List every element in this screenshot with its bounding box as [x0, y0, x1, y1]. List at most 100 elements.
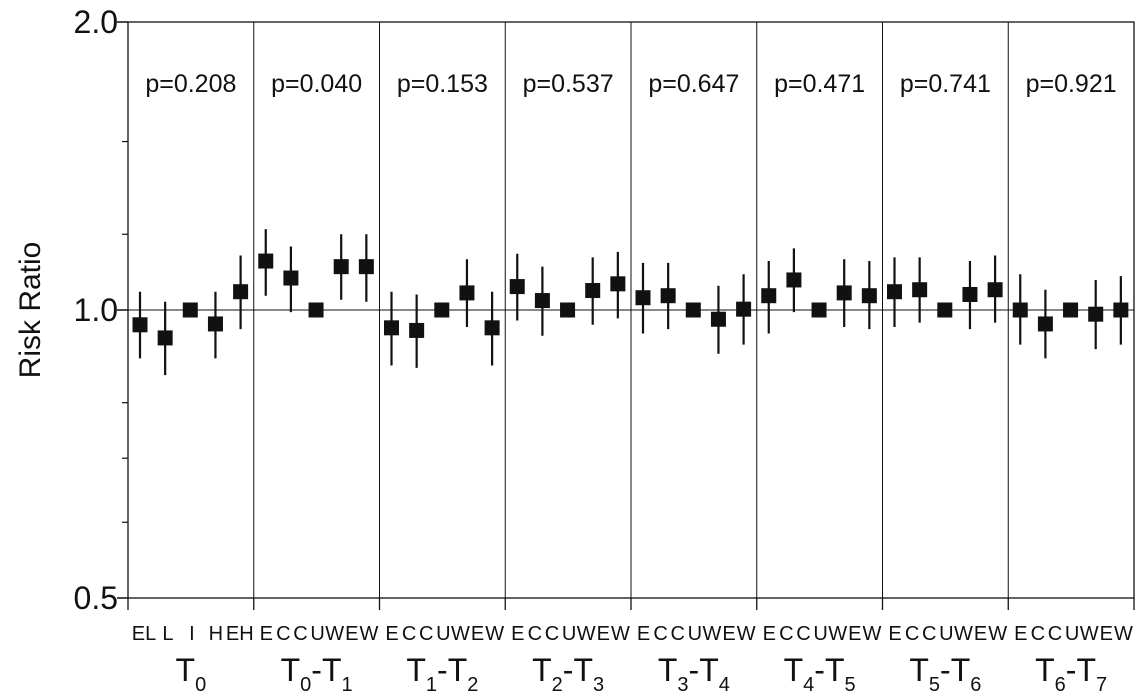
x-category-label: W [611, 623, 630, 645]
panel-label-subscript: 5 [929, 674, 940, 696]
x-category-label: E [848, 623, 861, 645]
x-category-label: C [796, 623, 810, 645]
x-category-label: W [703, 623, 722, 645]
panel-label: T0 [176, 652, 207, 696]
panel-label-dash: -T [563, 652, 593, 688]
p-value-label: p=0.921 [1026, 70, 1117, 98]
x-category-label: C [653, 623, 667, 645]
x-category-label: C [671, 623, 685, 645]
panel-label-subscript: 0 [195, 674, 206, 696]
x-category-label: E [888, 623, 901, 645]
x-category-label: E [763, 623, 776, 645]
data-point [484, 320, 500, 336]
x-category-label: C [419, 623, 433, 645]
x-category-label: C [402, 623, 416, 645]
panel-label-letter: T [658, 652, 678, 688]
x-category-label: E [345, 623, 358, 645]
y-axis-label: Risk Ratio [14, 242, 47, 379]
data-point [1063, 302, 1079, 318]
x-category-label: E [597, 623, 610, 645]
p-value-label: p=0.153 [397, 70, 488, 98]
point-markers [132, 253, 1129, 346]
panel-label-dash: -T [437, 652, 467, 688]
data-point [962, 287, 978, 303]
x-category-label: E [260, 623, 273, 645]
panel-label-subscript: 1 [426, 674, 437, 696]
x-category-label: W [485, 623, 504, 645]
x-category-label: U [1065, 623, 1079, 645]
panel-label-letter: T [1035, 652, 1055, 688]
data-point [534, 293, 550, 309]
y-tick-label: 0.5 [74, 580, 118, 616]
panel-label-subscript: 1 [342, 674, 353, 696]
x-category-label: E [1100, 623, 1113, 645]
x-category-label: C [779, 623, 793, 645]
p-value-labels: p=0.208 p=0.040 p=0.153 p=0.537 p=0.647 p=0.4… [145, 70, 1116, 98]
panel-label-subscript: 6 [970, 674, 981, 696]
x-category-label: U [813, 623, 827, 645]
data-point [560, 302, 576, 318]
x-category-label: W [1080, 623, 1099, 645]
data-point [258, 253, 274, 269]
data-point [333, 259, 349, 275]
panel-label-dash: -T [1066, 652, 1096, 688]
y-tick-label: 2.0 [74, 4, 118, 40]
x-category-label: C [1031, 623, 1045, 645]
panel-label: T1-T2 [406, 652, 478, 696]
x-category-label: E [637, 623, 650, 645]
y-axis-ticks: 2.0 1.0 0.5 [74, 4, 128, 616]
x-category-label: C [293, 623, 307, 645]
panel-label: T3-T4 [658, 652, 730, 696]
x-category-label: W [451, 623, 470, 645]
x-category-label: W [360, 623, 379, 645]
data-point [132, 317, 148, 333]
panel-label-letter: T [532, 652, 552, 688]
panel-label-subscript: 4 [803, 674, 814, 696]
x-category-label: E [471, 623, 484, 645]
x-category-label: C [905, 623, 919, 645]
x-category-label: E [511, 623, 524, 645]
data-point [635, 290, 651, 306]
x-category-label: C [545, 623, 559, 645]
x-axis-ticks [127, 598, 1135, 610]
data-point [409, 322, 425, 338]
panel-label-dash: -T [689, 652, 719, 688]
data-point [459, 285, 475, 301]
x-category-label: I [189, 623, 195, 645]
panel-label-subscript: 2 [467, 674, 478, 696]
x-category-label: C [528, 623, 542, 645]
data-point [585, 283, 601, 299]
data-point [384, 320, 399, 336]
x-category-labels: EL L I H EH E C C U W E W E C C U W E W E C C U W E W E C C U W E W E C C U W… [132, 623, 1133, 645]
error-bars [138, 229, 1122, 376]
x-category-label: U [436, 623, 450, 645]
panel-labels: T0 T0-T1 T1-T2 T2-T3 T3-T4 T4-T5 T5-T6 T6-T7 [176, 652, 1108, 696]
panel-label-subscript: 0 [300, 674, 311, 696]
x-category-label: E [974, 623, 987, 645]
panel-label-letter: T [176, 652, 196, 688]
data-point [912, 282, 928, 298]
p-value-label: p=0.741 [900, 70, 991, 98]
panel-label-subscript: 3 [677, 674, 688, 696]
panel-label-letter: T [784, 652, 804, 688]
panel-label: T5-T6 [909, 652, 981, 696]
panel-label-dash: -T [940, 652, 970, 688]
panel-label: T6-T7 [1035, 652, 1107, 696]
p-value-label: p=0.471 [774, 70, 865, 98]
x-category-label: E [1014, 623, 1027, 645]
x-category-label: W [828, 623, 847, 645]
data-point [283, 270, 299, 286]
p-value-label: p=0.208 [145, 70, 236, 98]
x-category-label: U [688, 623, 702, 645]
data-point [610, 276, 626, 292]
x-category-label: EL [132, 623, 156, 645]
data-point [836, 285, 852, 301]
panel-label: T4-T5 [784, 652, 856, 696]
panel-label-letter: T [909, 652, 929, 688]
x-category-label: C [922, 623, 936, 645]
panel-label-subscript: 3 [593, 674, 604, 696]
data-point [358, 259, 374, 275]
panel-label-subscript: 6 [1055, 674, 1066, 696]
x-category-label: C [1048, 623, 1062, 645]
x-category-label: E [722, 623, 735, 645]
